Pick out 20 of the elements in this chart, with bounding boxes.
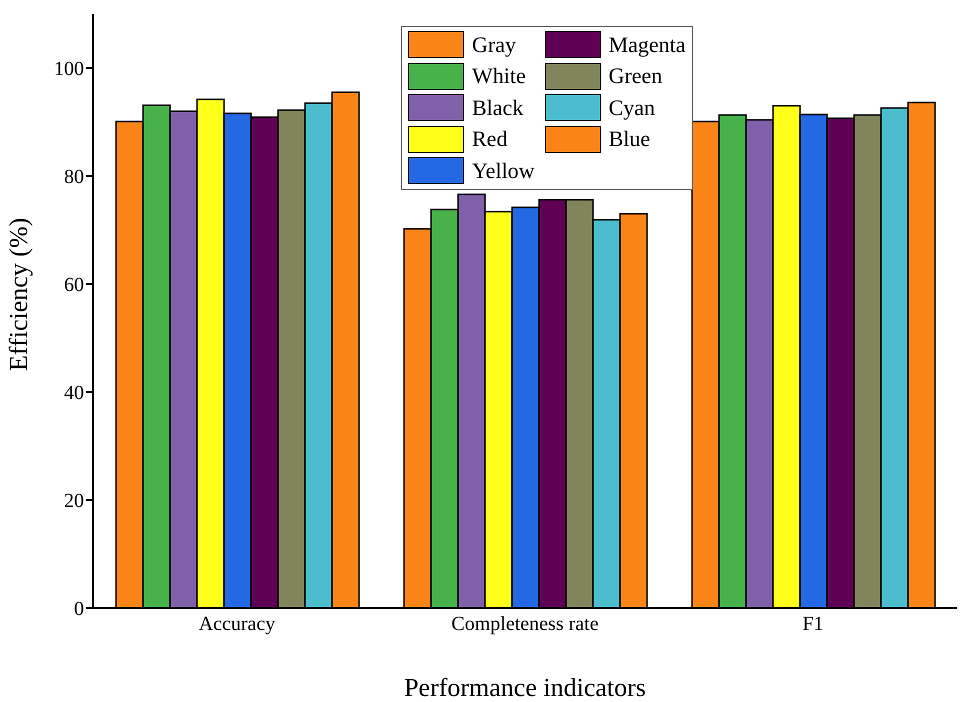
legend-label: Yellow [472, 158, 535, 183]
legend-label: Blue [608, 126, 650, 152]
y-tick-label: 0 [74, 598, 84, 620]
y-tick-label: 100 [54, 58, 84, 80]
y-tick-label: 40 [64, 382, 84, 404]
legend-label: Green [608, 63, 662, 88]
x-tick-label: F1 [802, 613, 824, 636]
legend-label: White [472, 63, 526, 88]
y-tick-label: 60 [64, 274, 84, 296]
legend-label: Black [472, 94, 524, 120]
y-axis-title: Efficiency (%) [4, 218, 34, 371]
legend-label: Red [472, 126, 508, 152]
y-tick-label: 20 [64, 490, 84, 512]
legend-label: Gray [472, 32, 516, 57]
legend-label: Cyan [608, 94, 656, 120]
x-tick-label: Accuracy [198, 613, 276, 636]
x-tick-label: Completeness rate [451, 613, 599, 636]
legend-label: Magenta [608, 32, 686, 57]
x-axis-title: Performance indicators [404, 673, 646, 702]
y-tick-label: 80 [64, 166, 84, 188]
